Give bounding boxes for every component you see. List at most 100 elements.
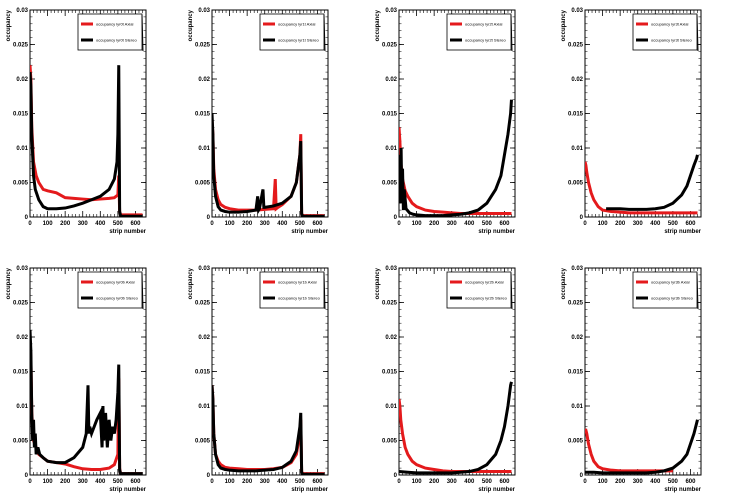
x-tick-label: 200 [615, 221, 626, 227]
x-tick-label: 100 [43, 479, 54, 485]
y-tick-label: 0.01 [16, 404, 28, 410]
legend-box [77, 13, 143, 51]
y-axis-title: occupancy [188, 9, 194, 41]
x-tick-label: 300 [447, 221, 458, 227]
x-tick-label: 500 [113, 479, 124, 485]
x-tick-label: 0 [28, 479, 32, 485]
series-line [30, 65, 143, 217]
x-tick-label: 600 [312, 479, 323, 485]
x-tick-label: 200 [242, 479, 253, 485]
legend-label: occupancy lyr3b Axial [651, 280, 690, 285]
x-tick-label: 100 [598, 221, 609, 227]
legend-shadow [141, 14, 144, 52]
x-tick-label: 200 [60, 479, 71, 485]
x-tick-label: 400 [95, 221, 106, 227]
x-tick-label: 100 [43, 221, 54, 227]
series-line [585, 428, 673, 473]
series-line [399, 127, 512, 216]
x-tick-label: 300 [78, 221, 89, 227]
series-line [212, 120, 325, 217]
y-tick-label: 0.025 [382, 43, 398, 49]
y-axis-title: occupancy [188, 267, 194, 299]
y-tick-label: 0.02 [571, 77, 583, 83]
series-line [585, 161, 698, 215]
y-tick-label: 0 [25, 215, 29, 221]
chart-panel: 0 100 200 300 400 500 600 0 0.005 0.01 0.015 0.02 0.… [188, 8, 329, 235]
legend-label: occupancy lyr1t Axial [278, 22, 315, 27]
x-tick-label: 400 [650, 479, 661, 485]
chart-panel: 0 100 200 300 400 500 600 0 0.005 0.01 0.015 0.02 0.… [561, 266, 702, 493]
legend-label: occupancy lyr0t Axial [96, 22, 133, 27]
y-tick-label: 0.01 [16, 146, 28, 152]
series-line [30, 330, 143, 475]
series-line [399, 398, 512, 474]
y-tick-label: 0.015 [568, 112, 584, 118]
x-tick-label: 500 [668, 221, 679, 227]
legend-shadow [510, 272, 513, 310]
y-tick-label: 0.03 [571, 266, 583, 272]
x-tick-label: 600 [130, 221, 141, 227]
y-tick-label: 0.03 [385, 8, 397, 14]
x-tick-label: 600 [685, 221, 696, 227]
legend-shadow [323, 14, 326, 52]
y-tick-label: 0.025 [13, 43, 29, 49]
y-axis-title: occupancy [375, 9, 381, 41]
x-tick-label: 400 [277, 221, 288, 227]
x-axis-title: strip number [478, 487, 515, 493]
x-tick-label: 600 [685, 479, 696, 485]
legend-label: occupancy lyr0b Stereo [96, 296, 139, 301]
x-tick-label: 400 [464, 479, 475, 485]
y-tick-label: 0.015 [13, 112, 29, 118]
x-tick-label: 400 [95, 479, 106, 485]
x-axis-title: strip number [109, 229, 146, 235]
x-tick-label: 0 [397, 479, 401, 485]
x-tick-label: 300 [447, 479, 458, 485]
y-tick-label: 0 [580, 215, 584, 221]
y-tick-label: 0 [25, 473, 29, 479]
x-axis-title: strip number [291, 487, 328, 493]
x-tick-label: 600 [312, 221, 323, 227]
legend-label: occupancy lyr2b Stereo [465, 296, 508, 301]
y-tick-label: 0.005 [382, 439, 398, 445]
x-tick-label: 200 [242, 221, 253, 227]
legend-label: occupancy lyr1b Stereo [278, 296, 321, 301]
x-tick-label: 600 [130, 479, 141, 485]
x-tick-label: 0 [583, 221, 587, 227]
x-tick-label: 200 [429, 221, 440, 227]
legend-label: occupancy lyr1t Stereo [278, 38, 319, 43]
series-line [30, 65, 143, 217]
y-tick-label: 0.02 [385, 77, 397, 83]
x-tick-label: 400 [650, 221, 661, 227]
x-axis-title: strip number [478, 229, 515, 235]
x-tick-label: 300 [260, 221, 271, 227]
legend-shadow [510, 14, 513, 52]
y-tick-label: 0.03 [16, 266, 28, 272]
chart-panel: 0 100 200 300 400 500 600 0 0.005 0.01 0.015 0.02 0.… [6, 8, 147, 235]
y-tick-label: 0.02 [198, 335, 210, 341]
y-tick-label: 0.02 [385, 335, 397, 341]
x-tick-label: 0 [28, 221, 32, 227]
legend-label: occupancy lyr2b Axial [465, 280, 504, 285]
legend-label: occupancy lyr0t Stereo [96, 38, 137, 43]
legend-label: occupancy lyr3t Axial [651, 22, 688, 27]
y-tick-label: 0.02 [571, 335, 583, 341]
y-tick-label: 0.005 [13, 439, 29, 445]
x-tick-label: 0 [210, 479, 214, 485]
x-tick-label: 500 [482, 479, 493, 485]
x-tick-label: 500 [295, 479, 306, 485]
y-tick-label: 0.005 [382, 181, 398, 187]
y-tick-label: 0 [207, 215, 211, 221]
x-tick-label: 100 [225, 479, 236, 485]
y-tick-label: 0.025 [568, 301, 584, 307]
y-tick-label: 0.03 [571, 8, 583, 14]
x-tick-label: 100 [412, 221, 423, 227]
series-line [212, 385, 325, 475]
x-tick-label: 200 [615, 479, 626, 485]
y-tick-label: 0.005 [195, 181, 211, 187]
chart-panel: 0 100 200 300 400 500 600 0 0.005 0.01 0.015 0.02 0.… [561, 8, 702, 235]
legend-shadow [696, 272, 699, 310]
y-tick-label: 0 [207, 473, 211, 479]
y-tick-label: 0.01 [198, 404, 210, 410]
y-tick-label: 0.02 [198, 77, 210, 83]
